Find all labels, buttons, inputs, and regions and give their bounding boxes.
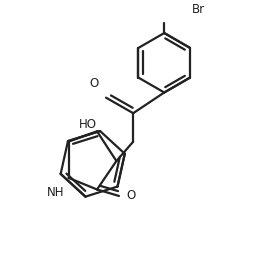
Text: Br: Br [192,3,204,16]
Text: HO: HO [79,118,97,131]
Text: NH: NH [47,186,64,199]
Text: O: O [90,77,99,90]
Text: O: O [126,190,135,203]
